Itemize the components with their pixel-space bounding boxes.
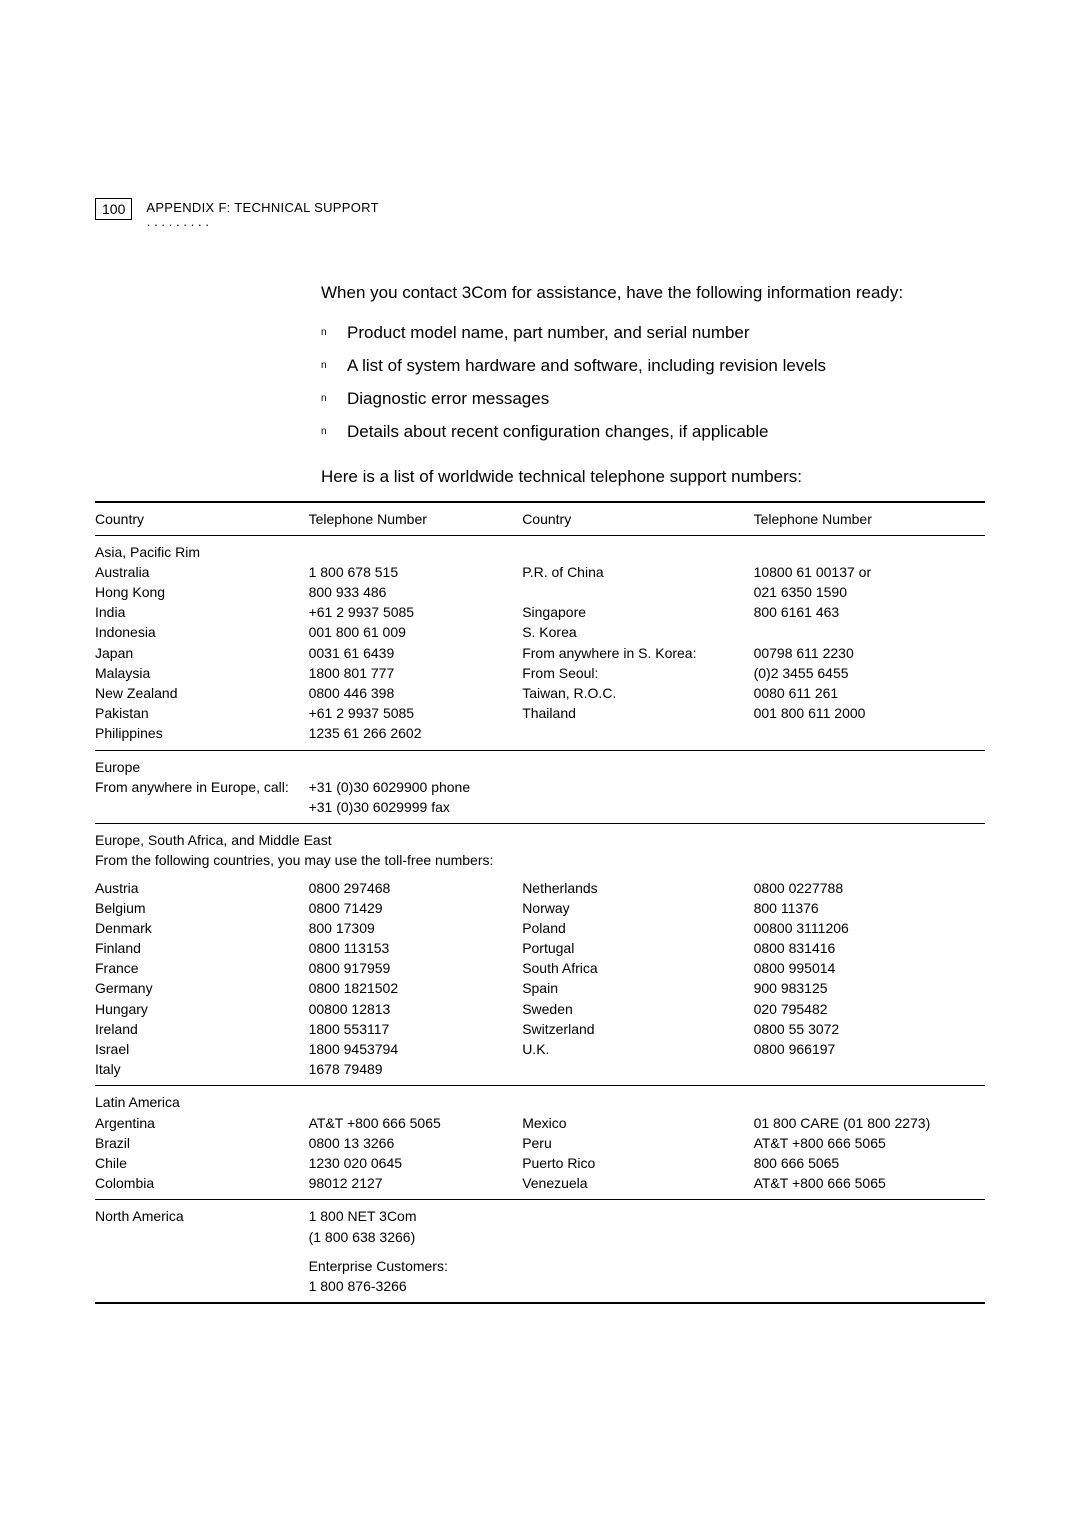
table-row: (1 800 638 3266) <box>95 1227 985 1247</box>
table-row: Austria0800 297468Netherlands0800 022778… <box>95 871 985 898</box>
table-row: Ireland1800 553117Switzerland0800 55 307… <box>95 1019 985 1039</box>
table-intro: Here is a list of worldwide technical te… <box>321 467 985 487</box>
page-header: 100 APPENDIX F: TECHNICAL SUPPORT ······… <box>95 200 985 232</box>
table-row: France0800 917959South Africa0800 995014 <box>95 958 985 978</box>
table-row: Italy1678 79489 <box>95 1059 985 1086</box>
table-row: Japan0031 61 6439From anywhere in S. Kor… <box>95 643 985 663</box>
table-row: Israel1800 9453794U.K.0800 966197 <box>95 1039 985 1059</box>
table-row: Latin America <box>95 1086 985 1113</box>
header-dots: ········· <box>146 217 378 232</box>
table-row: New Zealand0800 446 398Taiwan, R.O.C.008… <box>95 683 985 703</box>
bullet-item: nA list of system hardware and software,… <box>321 350 985 383</box>
bullet-item: nProduct model name, part number, and se… <box>321 317 985 350</box>
bullet-item: nDiagnostic error messages <box>321 383 985 416</box>
table-row: Brazil0800 13 3266PeruAT&T +800 666 5065 <box>95 1133 985 1153</box>
table-row: ArgentinaAT&T +800 666 5065Mexico01 800 … <box>95 1113 985 1133</box>
table-row: Denmark800 17309Poland00800 3111206 <box>95 918 985 938</box>
bullet-list: nProduct model name, part number, and se… <box>321 317 985 449</box>
table-row: Malaysia1800 801 777From Seoul:(0)2 3455… <box>95 663 985 683</box>
table-row: Belgium0800 71429Norway800 11376 <box>95 898 985 918</box>
col-header-country: Country <box>522 502 753 536</box>
table-header-row: Country Telephone Number Country Telepho… <box>95 502 985 536</box>
table-row: Europe <box>95 750 985 777</box>
table-row: +31 (0)30 6029999 fax <box>95 797 985 824</box>
table-row: India+61 2 9937 5085Singapore800 6161 46… <box>95 602 985 622</box>
table-row: Hong Kong800 933 486021 6350 1590 <box>95 582 985 602</box>
table-row: North America1 800 NET 3Com <box>95 1200 985 1227</box>
table-row: Germany0800 1821502Spain900 983125 <box>95 978 985 998</box>
table-row: Chile1230 020 0645Puerto Rico800 666 506… <box>95 1153 985 1173</box>
header-title: APPENDIX F: TECHNICAL SUPPORT <box>146 200 378 215</box>
page-number: 100 <box>95 198 132 220</box>
table-row: Colombia98012 2127VenezuelaAT&T +800 666… <box>95 1173 985 1200</box>
table-row: Pakistan+61 2 9937 5085Thailand001 800 6… <box>95 703 985 723</box>
table-row: 1 800 876-3266 <box>95 1276 985 1303</box>
table-row: Europe, South Africa, and Middle East <box>95 824 985 851</box>
col-header-country: Country <box>95 502 309 536</box>
table-row: Hungary00800 12813Sweden020 795482 <box>95 999 985 1019</box>
table-row: Asia, Pacific Rim <box>95 535 985 562</box>
table-row: Indonesia001 800 61 009S. Korea <box>95 622 985 642</box>
table-row: From the following countries, you may us… <box>95 850 985 870</box>
table-row: Finland0800 113153Portugal0800 831416 <box>95 938 985 958</box>
col-header-phone: Telephone Number <box>754 502 985 536</box>
intro-text: When you contact 3Com for assistance, ha… <box>321 282 985 305</box>
bullet-item: nDetails about recent configuration chan… <box>321 416 985 449</box>
table-row: Australia1 800 678 515P.R. of China10800… <box>95 562 985 582</box>
body-content: When you contact 3Com for assistance, ha… <box>321 282 985 487</box>
col-header-phone: Telephone Number <box>309 502 523 536</box>
table-row: From anywhere in Europe, call:+31 (0)30 … <box>95 777 985 797</box>
table-row: Philippines1235 61 266 2602 <box>95 723 985 750</box>
table-row: Enterprise Customers: <box>95 1247 985 1276</box>
support-table: Country Telephone Number Country Telepho… <box>95 501 985 1304</box>
